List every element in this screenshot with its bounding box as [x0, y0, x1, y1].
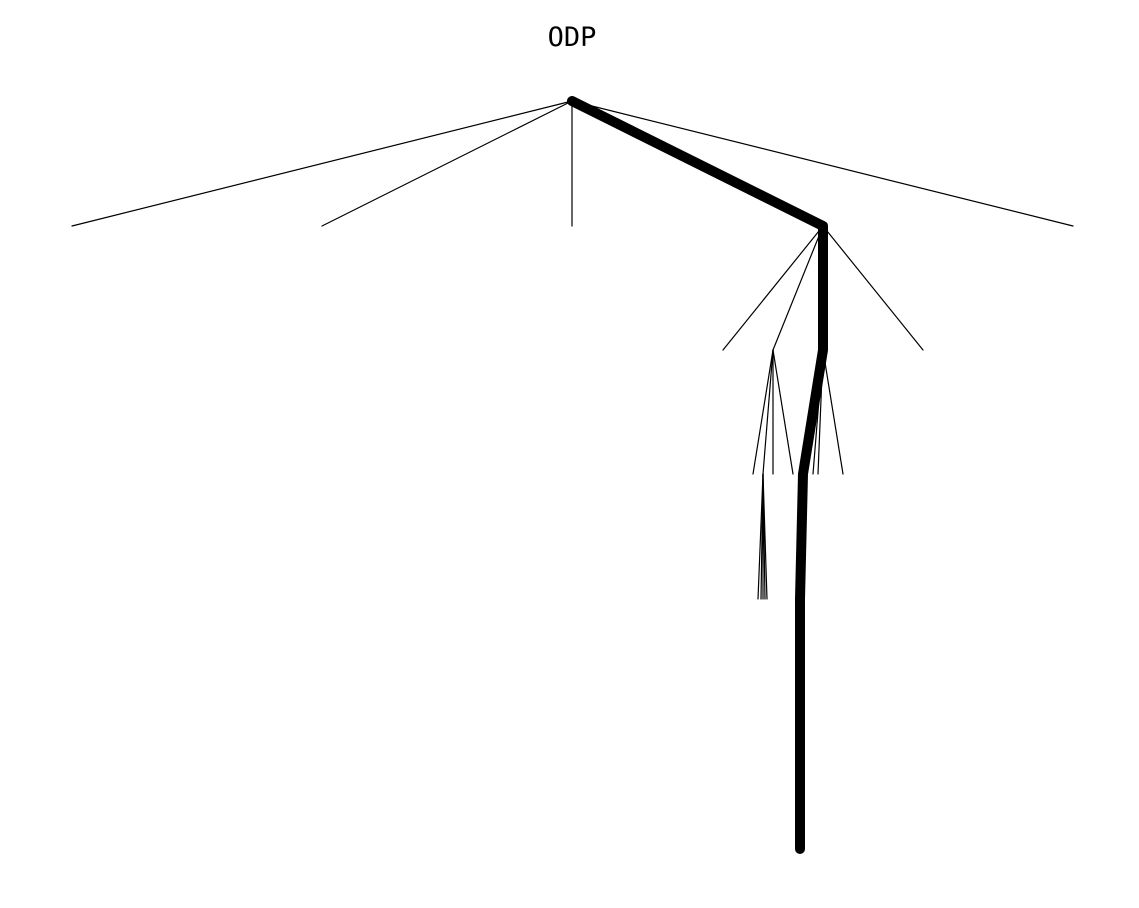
tree-edge [752, 349, 774, 475]
tree-edge [822, 349, 844, 475]
tree-edge [571, 100, 1074, 227]
tree-edge [822, 225, 924, 351]
highlighted-path [567, 96, 828, 854]
tree-edge [762, 349, 774, 475]
tree-edge [772, 225, 824, 351]
tree-edge [762, 473, 768, 600]
level-4-branches [757, 473, 768, 600]
tree-edge [71, 100, 573, 227]
tree-edge [321, 100, 573, 227]
tree-edge [722, 225, 824, 351]
root-label: ODP [548, 22, 597, 53]
level-3-branches [752, 349, 844, 475]
level-1-branches [71, 100, 1074, 227]
level-2-branches [722, 225, 924, 351]
tree-edge [772, 349, 794, 475]
